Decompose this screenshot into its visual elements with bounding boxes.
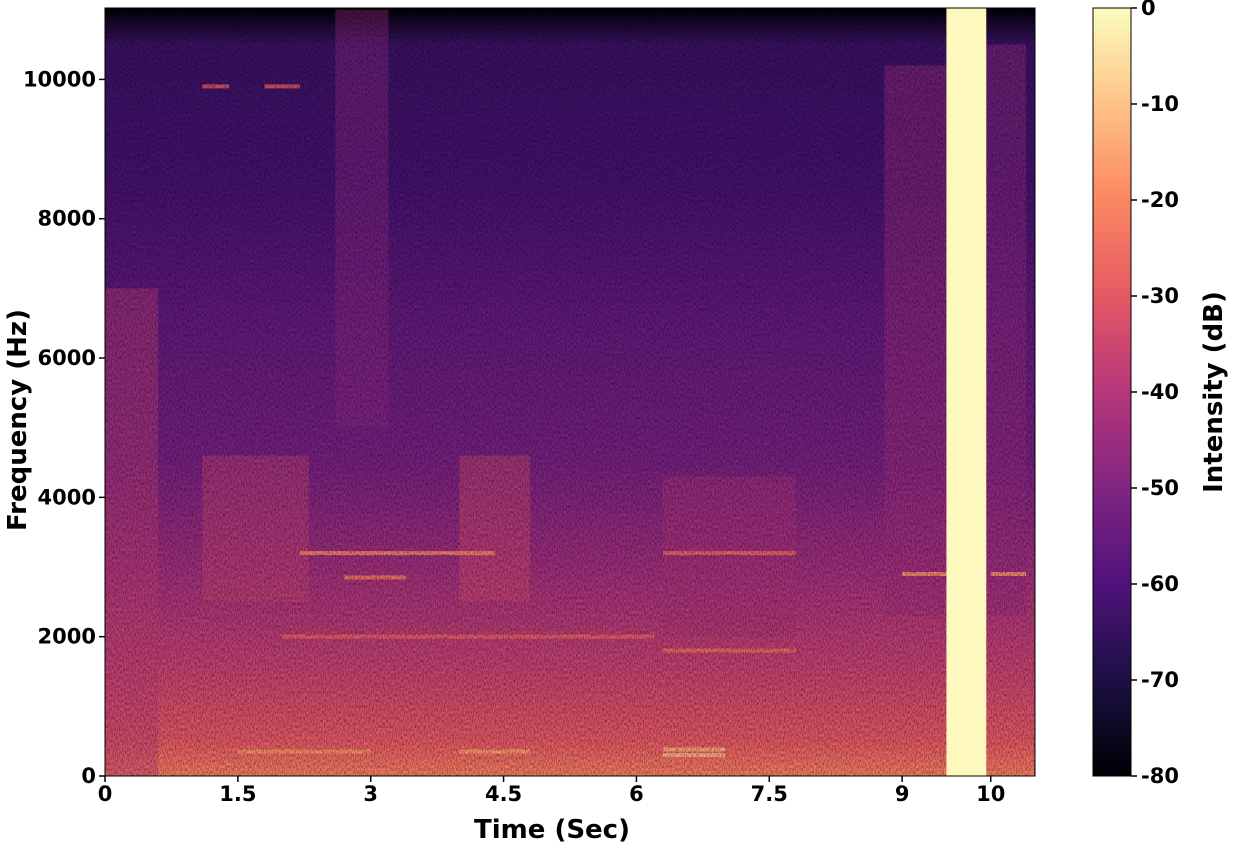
x-tick-label: 0 (98, 782, 113, 806)
colorbar-title: Intensity (dB) (1199, 291, 1229, 493)
spectrogram-noise-texture (105, 8, 1035, 776)
saturated-band (946, 8, 987, 776)
y-tick-label: 4000 (38, 485, 96, 509)
colorbar-tick-label: -50 (1141, 476, 1179, 500)
x-tick-label: 1.5 (219, 782, 256, 806)
x-tick-label: 4.5 (485, 782, 522, 806)
colorbar-tick-label: -20 (1141, 188, 1179, 212)
colorbar-ticks: 0 -10 -20 -30 -40 -50 -60 -70 -80 (1131, 0, 1179, 788)
colorbar: 0 -10 -20 -30 -40 -50 -60 -70 -80 (1092, 0, 1179, 788)
x-tick-label: 7.5 (751, 782, 788, 806)
colorbar-tick-label: -40 (1141, 380, 1179, 404)
x-axis-title: Time (Sec) (474, 815, 630, 845)
colorbar-tick-label: -30 (1141, 284, 1179, 308)
plot-frame (104, 7, 1036, 777)
x-tick-label: 9 (895, 782, 910, 806)
colorbar-tick-label: -10 (1141, 92, 1179, 116)
y-tick-label: 6000 (38, 346, 96, 370)
x-tick-label: 3 (363, 782, 378, 806)
spectrogram-plot-area (105, 8, 1035, 776)
y-tick-label: 2000 (38, 625, 96, 649)
y-tick-label: 10000 (23, 67, 96, 91)
y-axis-title: Frequency (Hz) (3, 309, 33, 531)
y-tick-label: 8000 (38, 207, 96, 231)
colorbar-scale (1092, 7, 1132, 777)
colorbar-tick-label: -70 (1141, 668, 1179, 692)
x-tick-label: 10 (976, 782, 1005, 806)
colorbar-tick-label: -80 (1141, 764, 1179, 788)
colorbar-tick-label: -60 (1141, 572, 1179, 596)
colorbar-tick-label: 0 (1141, 0, 1156, 20)
x-axis: 0 1.5 3 4.5 6 7.5 9 10 (98, 776, 1005, 806)
y-tick-label: 0 (81, 764, 96, 788)
x-tick-label: 6 (629, 782, 644, 806)
y-axis: 0 2000 4000 6000 8000 10000 (23, 67, 105, 788)
